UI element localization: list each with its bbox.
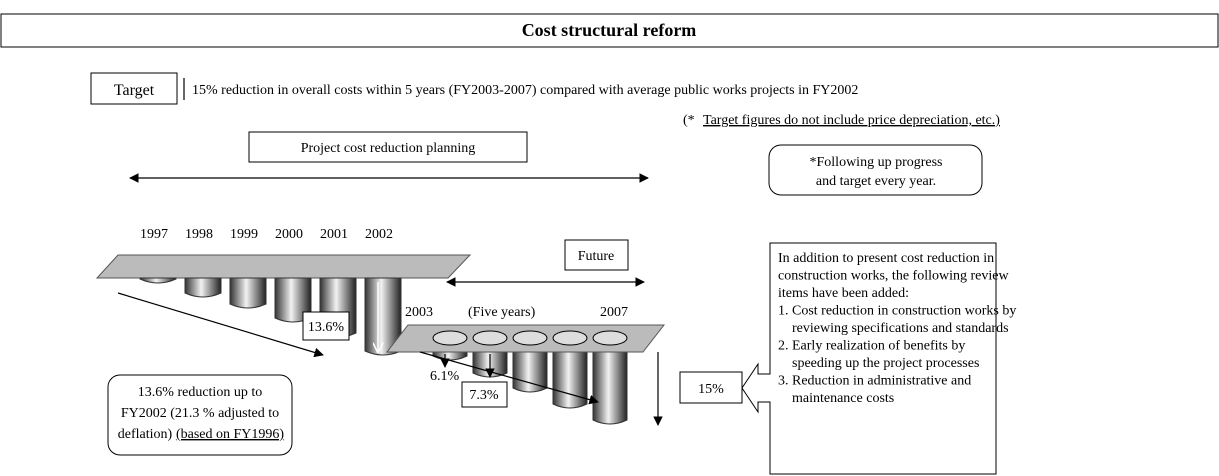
review-line: construction works, the following review <box>778 269 1009 284</box>
ellipse <box>592 330 628 346</box>
cylinder <box>139 277 177 284</box>
year: 1998 <box>185 227 213 242</box>
target-box <box>90 72 178 105</box>
year: 2002 <box>365 227 393 242</box>
ellipse <box>552 330 588 346</box>
cylinder <box>184 277 222 298</box>
followup-box <box>768 144 983 196</box>
target-box <box>679 371 743 404</box>
target-label: Target <box>114 82 155 99</box>
ellipse <box>432 330 468 346</box>
future-box <box>564 239 629 271</box>
step-box <box>461 381 508 408</box>
ellipse <box>472 330 508 346</box>
trend-arrow <box>117 292 324 358</box>
year: 1997 <box>140 227 168 242</box>
summary: (based on FY1996) <box>176 427 284 442</box>
year: 2000 <box>275 227 303 242</box>
summary: deflation) <box>118 427 173 442</box>
review-line: 3. Reduction in administrative and <box>778 374 971 389</box>
year: 1999 <box>230 227 258 242</box>
review: In addition to present cost reduction in… <box>778 251 1016 406</box>
step: 7.3% <box>469 388 499 403</box>
cylinder <box>552 344 588 409</box>
future-label: Future <box>578 249 615 264</box>
review-line: speeding up the project processes <box>778 356 979 371</box>
review-line: maintenance costs <box>778 391 894 406</box>
years: 1997 1998 1999 2000 2001 2002 <box>140 227 393 242</box>
review-line: reviewing specifications and standards <box>778 321 1009 336</box>
summary: FY2002 (21.3 % adjusted to <box>121 406 279 421</box>
note: Target figures do not include price depr… <box>703 113 1000 128</box>
reduction: 13.6% <box>308 320 345 335</box>
review-line: 1. Cost reduction in construction works … <box>778 304 1016 319</box>
future-target: 15% <box>698 382 724 397</box>
planning-label: Project cost reduction planning <box>301 141 476 156</box>
note-prefix: (* <box>683 113 695 128</box>
review-line: In addition to present cost reduction in <box>778 251 994 266</box>
reduction-box <box>302 311 350 341</box>
summary-box <box>107 374 293 456</box>
title: Cost structural reform <box>522 20 697 40</box>
followup: *Following up progress <box>810 155 943 170</box>
step: 6.1% <box>430 369 460 384</box>
review-callout <box>741 242 997 475</box>
summary: 13.6% reduction up to <box>138 385 262 400</box>
future-end: 2007 <box>600 305 628 320</box>
review-line: 2. Early realization of benefits by <box>778 339 965 354</box>
title-box <box>0 13 1219 48</box>
ellipses <box>432 330 628 346</box>
ellipse <box>512 330 548 346</box>
cylinder <box>229 277 267 309</box>
target-text: 15% reduction in overall costs within 5 … <box>192 83 858 98</box>
trend-arrow <box>419 351 599 405</box>
future-start: 2003 <box>405 305 433 320</box>
slab <box>95 254 472 279</box>
cylinders <box>139 277 402 356</box>
followup: and target every year. <box>816 174 936 189</box>
planning-box <box>248 131 528 163</box>
future-span: (Five years) <box>468 305 536 320</box>
cylinder <box>592 344 628 425</box>
year: 2001 <box>320 227 348 242</box>
review-line: items have been added: <box>778 286 909 301</box>
